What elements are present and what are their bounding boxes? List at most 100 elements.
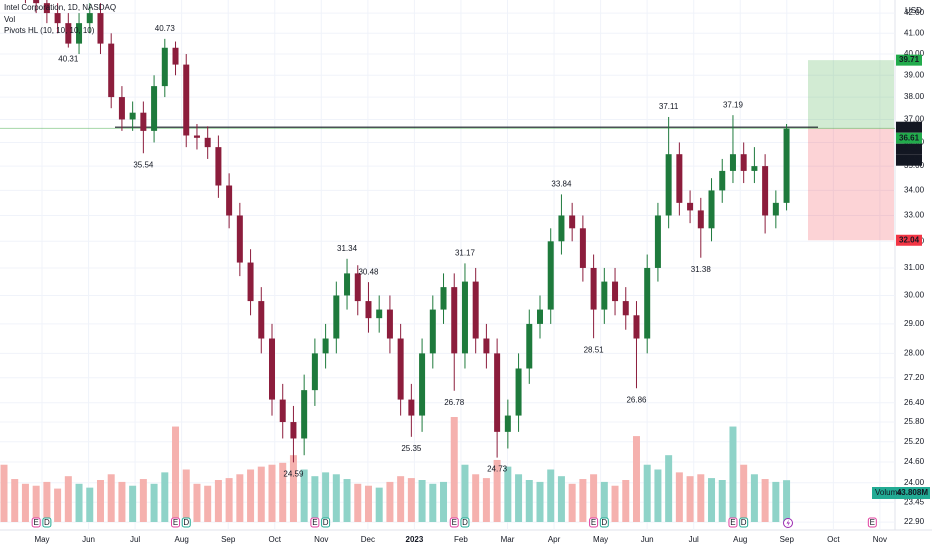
x-tick-label: Aug [175, 535, 189, 544]
event-marker [728, 517, 738, 528]
volume-bar [622, 480, 630, 522]
volume-bar [257, 466, 265, 522]
event-marker [599, 517, 609, 528]
volume-readout-value: 43.808M [897, 488, 928, 497]
volume-bar [225, 478, 233, 522]
event-label: D [462, 518, 468, 527]
volume-bar [429, 483, 437, 522]
y-tick-label: 28.00 [904, 348, 925, 357]
candle-body [687, 202, 694, 211]
candle-body [344, 273, 351, 296]
volume-bar [118, 481, 126, 522]
volume-bar [150, 483, 158, 522]
candle-body [547, 241, 554, 310]
x-tick-label: Oct [269, 535, 282, 544]
volume-bar [139, 479, 147, 522]
candle-body [43, 3, 50, 14]
candle-body [386, 309, 393, 339]
pivot-label: 37.11 [659, 102, 679, 111]
volume-readout-name: Volume [875, 488, 902, 497]
volume-bar [450, 417, 458, 522]
candle-body [429, 309, 436, 354]
y-tick-label: 29.00 [904, 319, 925, 328]
volume-bar [504, 466, 512, 522]
candle-body [472, 281, 479, 339]
chart-title: Intel Corporation, 1D, NASDAQ [4, 3, 116, 12]
candle-body [129, 112, 136, 120]
volume-bar [386, 481, 394, 522]
candle-body [290, 422, 297, 439]
volume-bar [440, 481, 448, 522]
x-tick-label: Jul [130, 535, 140, 544]
volume-bar [761, 479, 769, 522]
volume-bar [772, 481, 780, 522]
event-label: D [44, 518, 50, 527]
volume-bar [611, 485, 619, 522]
candle-body [108, 43, 115, 98]
volume-bar [375, 487, 383, 522]
volume-bar [322, 472, 330, 522]
position-tool [0, 60, 895, 241]
volume-bar [418, 480, 426, 522]
candle-body [322, 338, 329, 354]
pivot-label: 24.59 [283, 469, 304, 478]
x-tick-label: 2023 [406, 535, 424, 544]
candle-body [676, 154, 683, 203]
volume-bar [783, 480, 791, 522]
volume-bar [718, 480, 726, 522]
y-tick-label: 34.00 [904, 186, 925, 195]
volume-bar [568, 483, 576, 522]
candle-body [569, 215, 576, 229]
event-label: D [323, 518, 329, 527]
event-marker [181, 517, 191, 528]
volume-bar [364, 485, 372, 522]
x-tick-label: Oct [827, 535, 840, 544]
volume-bar [193, 483, 201, 522]
volume-bar [289, 455, 297, 522]
candle-body [601, 281, 608, 310]
pivot-label: 31.34 [337, 244, 358, 253]
volume-bar [182, 469, 190, 522]
candle-body [729, 154, 736, 171]
volume-bar [407, 478, 415, 522]
candle-body [579, 228, 586, 268]
candle-body [654, 215, 661, 268]
y-tick-label: 39.00 [904, 70, 925, 79]
volume-bar [354, 483, 362, 522]
x-tick-label: Apr [548, 535, 561, 544]
candle-body [762, 166, 769, 216]
pivot-label: 26.86 [626, 395, 647, 404]
y-tick-label: 24.60 [904, 457, 925, 466]
candle-body [504, 415, 511, 432]
volume-bar [172, 426, 180, 522]
indicator-label: Vol [4, 15, 15, 24]
candle-body [86, 13, 93, 24]
candle-body [33, 0, 40, 4]
candle-body [697, 210, 704, 229]
pivot-label: 40.31 [58, 55, 79, 64]
candle-body [365, 301, 372, 319]
price-label: 32.04 [899, 235, 920, 244]
candle-body [440, 287, 447, 310]
candle-body [54, 13, 61, 24]
candle-body [215, 147, 222, 186]
candle-body [172, 47, 179, 65]
pivot-label: 31.17 [455, 248, 476, 257]
event-label: E [173, 518, 178, 527]
candle-body [408, 399, 415, 416]
x-tick-label: Jun [641, 535, 654, 544]
x-tick-label: Jun [82, 535, 95, 544]
volume-bar [675, 472, 683, 522]
y-tick-label: 37.00 [904, 115, 925, 124]
x-tick-label: Feb [454, 535, 468, 544]
pivot-label: 31.38 [691, 265, 712, 274]
event-label: E [591, 518, 596, 527]
candle-body [140, 112, 147, 131]
volume-bar [268, 464, 276, 522]
volume-bar [729, 426, 737, 522]
x-tick-label: Nov [873, 535, 887, 544]
volume-bar [11, 479, 19, 522]
y-tick-label: 23.45 [904, 497, 925, 506]
volume-bar [300, 469, 308, 522]
